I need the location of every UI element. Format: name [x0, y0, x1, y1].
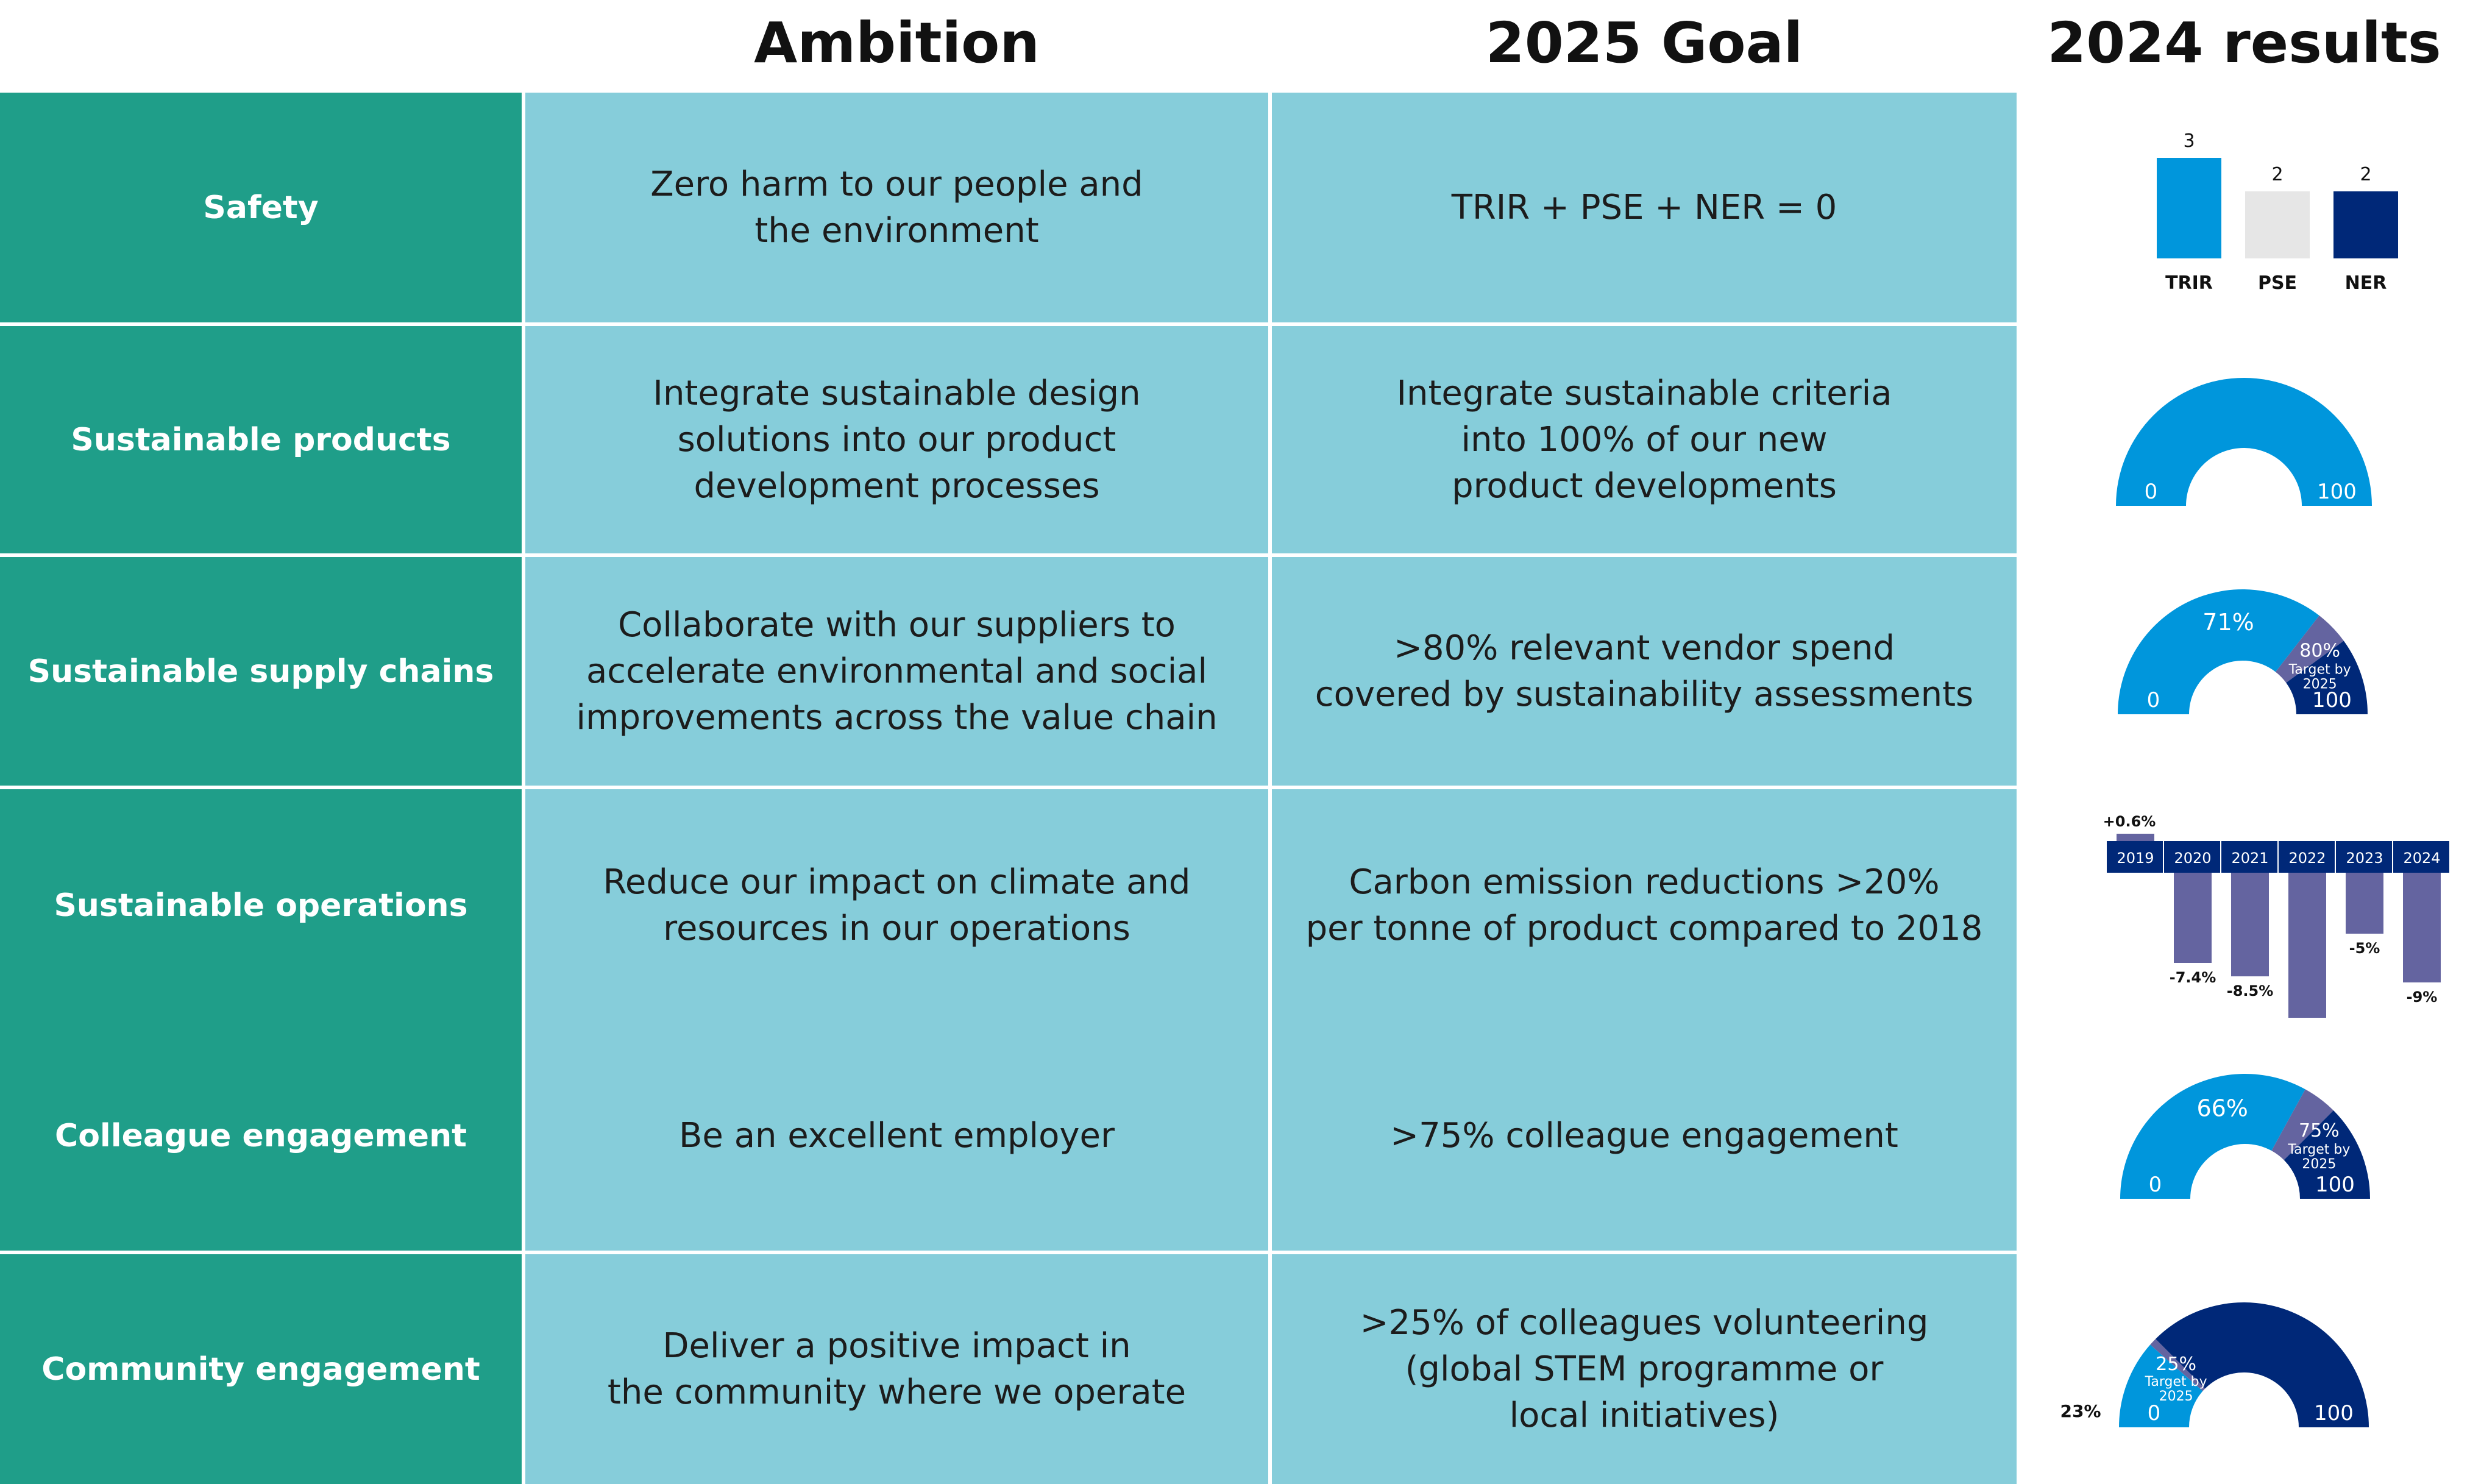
ops-year-label: 2022	[2288, 850, 2326, 867]
header-2025-goal: 2025 Goal	[1485, 10, 1803, 76]
colleague-max-label: 100	[2315, 1173, 2355, 1197]
ops-year-cell	[2336, 841, 2392, 873]
header-2024-results: 2024 results	[2047, 10, 2441, 76]
supply-chains-result-gauge: 0 100 71% 80% Target by 2025	[2018, 567, 2470, 731]
community-value-label: 23%	[2060, 1401, 2101, 1421]
colleague-min-label: 0	[2149, 1173, 2162, 1197]
ops-year-cell	[2107, 841, 2163, 873]
products-result-gauge: 0 100	[2018, 357, 2470, 524]
ops-bar-value: -8.5%	[2227, 982, 2274, 999]
supply-max-label: 100	[2312, 688, 2352, 712]
supply-target-year: 2025	[2303, 677, 2337, 692]
row-label-safety: Safety	[0, 93, 522, 322]
goal-sustainable-supply-chains: >80% relevant vendor spend covered by su…	[1272, 557, 2017, 786]
ambition-safety: Zero harm to our people and the environm…	[525, 93, 1268, 322]
products-achieved-arc	[2116, 378, 2372, 506]
ops-bar	[2174, 873, 2212, 963]
safety-result-chart: 3 TRIR 2 PSE 2 NER	[2018, 110, 2470, 311]
ops-bar	[2346, 873, 2383, 934]
goal-colleague-engagement: >75% colleague engagement	[1272, 1021, 2017, 1251]
safety-bar-value: 2	[2360, 164, 2371, 185]
ops-bar-value: -5%	[2349, 940, 2380, 957]
community-result-gauge: 0 100 23% 25% Target by 2025	[2018, 1286, 2470, 1438]
ops-bar-value: -9%	[2407, 989, 2438, 1006]
ambition-community-engagement: Deliver a positive impact in the communi…	[525, 1254, 1268, 1484]
safety-category-label: NER	[2345, 272, 2387, 294]
ops-year-label: 2019	[2117, 850, 2154, 867]
ops-bar	[2231, 873, 2269, 976]
ops-year-label: 2023	[2346, 850, 2383, 867]
ambition-sustainable-operations: Reduce our impact on climate and resourc…	[525, 789, 1268, 1021]
products-max-label: 100	[2317, 480, 2357, 504]
ops-year-cell	[2164, 841, 2220, 873]
ops-year-cell	[2221, 841, 2277, 873]
community-target-caption: Target by	[2145, 1374, 2207, 1390]
safety-category-label: TRIR	[2165, 272, 2213, 294]
colleague-remaining-arc	[2284, 1110, 2370, 1199]
colleague-target-arc	[2271, 1089, 2333, 1160]
colleague-target-year: 2025	[2302, 1157, 2336, 1172]
safety-category-label: PSE	[2258, 272, 2297, 294]
header-ambition: Ambition	[754, 10, 1040, 76]
ops-bar	[2117, 834, 2154, 841]
ops-year-cell	[2393, 841, 2449, 873]
goal-sustainable-operations: Carbon emission reductions >20% per tonn…	[1272, 789, 2017, 1021]
products-min-label: 0	[2145, 480, 2158, 504]
colleague-value-label: 66%	[2196, 1095, 2248, 1122]
community-target-arc	[2150, 1339, 2206, 1391]
colleague-achieved-arc	[2120, 1074, 2305, 1199]
ops-bar-value: -7.4%	[2170, 969, 2216, 986]
community-achieved-arc	[2119, 1344, 2203, 1427]
supply-achieved-arc	[2118, 589, 2319, 714]
goal-sustainable-products: Integrate sustainable criteria into 100%…	[1272, 326, 2017, 553]
ops-bar	[2403, 873, 2441, 982]
community-remaining-arc	[2156, 1302, 2369, 1427]
community-target-label: 25%	[2156, 1354, 2196, 1375]
safety-bar-value: 2	[2271, 164, 2283, 185]
colleague-result-gauge: 0 100 66% 75% Target by 2025	[2018, 1063, 2470, 1210]
ops-bar	[2288, 873, 2326, 1018]
row-label-sustainable-products: Sustainable products	[0, 326, 522, 553]
supply-target-arc	[2275, 616, 2344, 683]
row-label-colleague-engagement: Colleague engagement	[0, 1021, 522, 1251]
supply-min-label: 0	[2147, 688, 2160, 712]
supply-target-caption: Target by	[2288, 662, 2351, 678]
colleague-target-caption: Target by	[2287, 1142, 2350, 1157]
safety-bar	[2245, 191, 2310, 258]
colleague-target-label: 75%	[2299, 1120, 2340, 1141]
community-min-label: 0	[2148, 1401, 2161, 1425]
row-label-sustainable-supply-chains: Sustainable supply chains	[0, 557, 522, 786]
operations-result-chart: 2019+0.6%2020-7.4%2021-8.5%2022-14%2023-…	[2018, 792, 2470, 1018]
ambition-colleague-engagement: Be an excellent employer	[525, 1021, 1268, 1251]
ops-year-label: 2021	[2231, 850, 2268, 867]
ops-year-label: 2020	[2174, 850, 2211, 867]
community-target-year: 2025	[2159, 1389, 2193, 1404]
supply-target-label: 80%	[2299, 641, 2340, 662]
safety-bar	[2333, 191, 2398, 258]
ambition-sustainable-supply-chains: Collaborate with our suppliers to accele…	[525, 557, 1268, 786]
row-label-sustainable-operations: Sustainable operations	[0, 789, 522, 1021]
community-max-label: 100	[2314, 1401, 2354, 1425]
safety-bar	[2157, 158, 2221, 258]
ambition-sustainable-products: Integrate sustainable design solutions i…	[525, 326, 1268, 553]
supply-remaining-arc	[2286, 641, 2368, 714]
ops-year-label: 2024	[2403, 850, 2440, 867]
safety-bar-value: 3	[2183, 130, 2195, 152]
row-label-community-engagement: Community engagement	[0, 1254, 522, 1484]
ops-bar-value: +0.6%	[2103, 813, 2156, 830]
supply-value-label: 71%	[2202, 609, 2254, 636]
goal-community-engagement: >25% of colleagues volunteering (global …	[1272, 1254, 2017, 1484]
ops-year-cell	[2279, 841, 2335, 873]
goal-safety: TRIR + PSE + NER = 0	[1272, 93, 2017, 322]
